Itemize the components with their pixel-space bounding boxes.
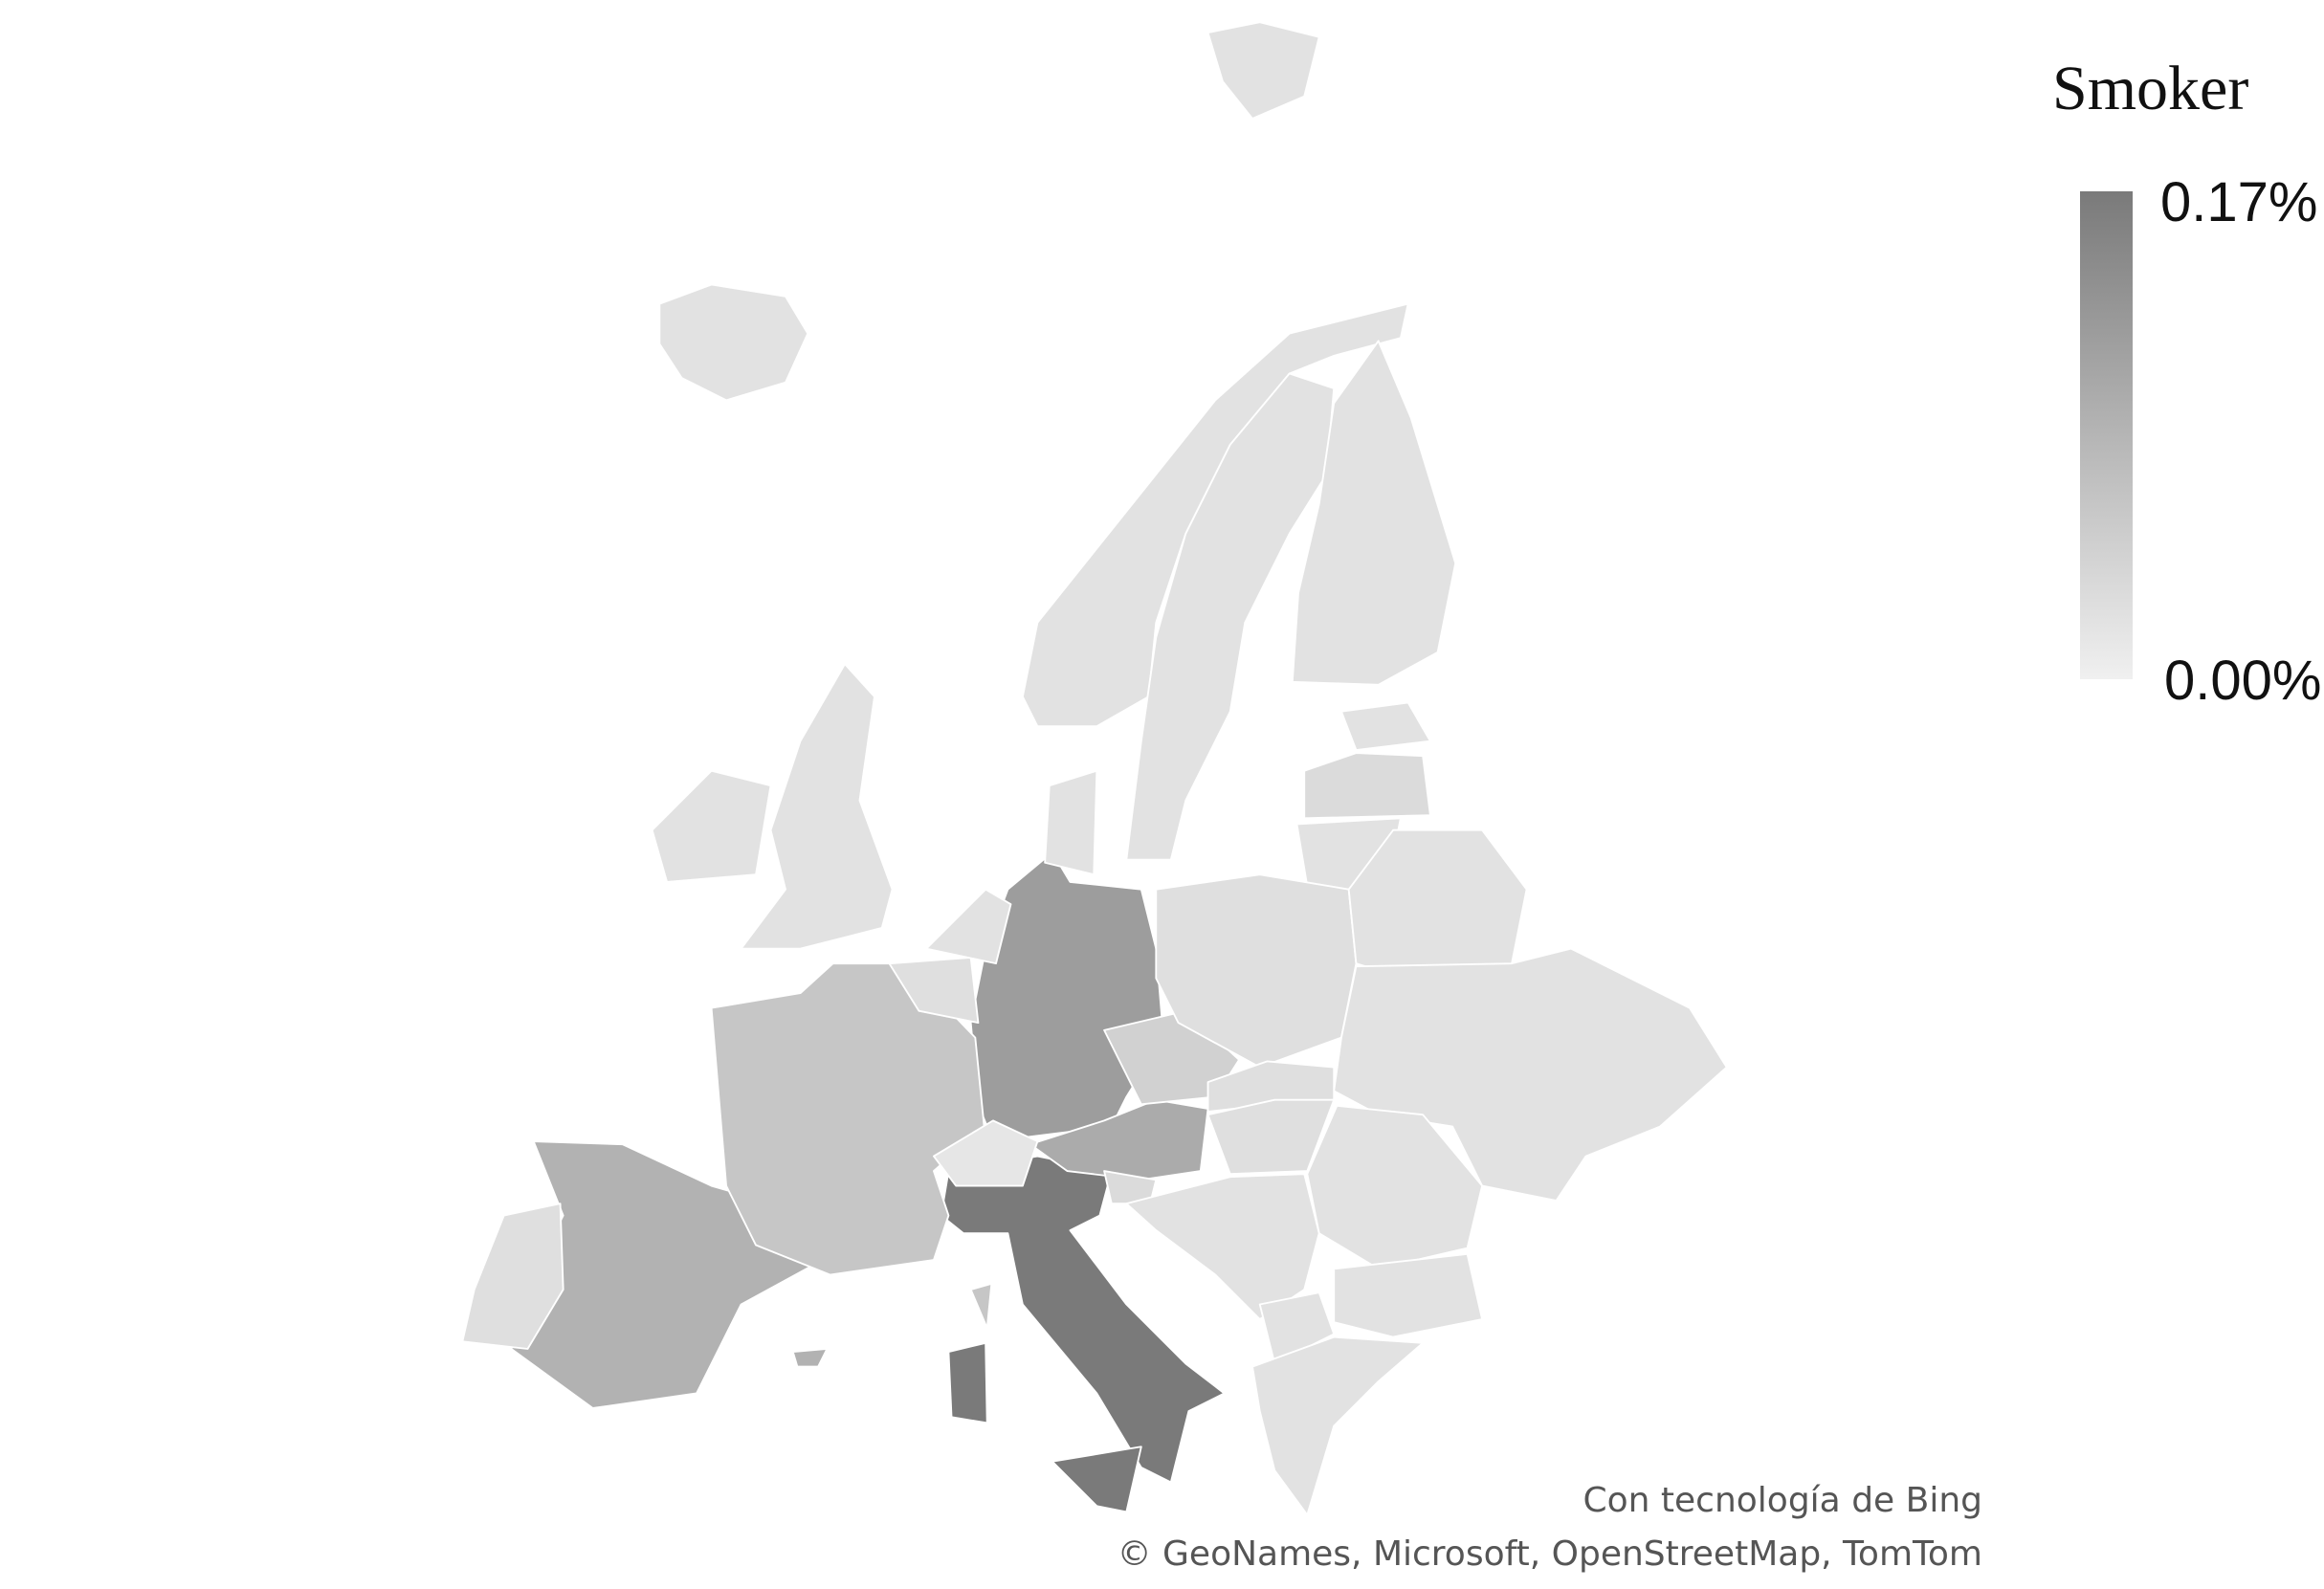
region-hungary bbox=[1206, 1098, 1336, 1176]
legend-max-label: 0.17% bbox=[2160, 171, 2318, 233]
region-belgium bbox=[888, 957, 980, 1025]
region-italy bbox=[1051, 1446, 1142, 1513]
region-western-balkans bbox=[1125, 1173, 1320, 1320]
region-united-kingdom bbox=[740, 663, 894, 950]
region-denmark bbox=[1044, 769, 1098, 876]
legend-gradient-bar bbox=[2080, 191, 2133, 679]
region-greece bbox=[1251, 1335, 1425, 1516]
region-spain bbox=[791, 1348, 829, 1368]
region-romania bbox=[1306, 1104, 1484, 1270]
region-bulgaria bbox=[1333, 1252, 1484, 1338]
region-germany bbox=[969, 850, 1164, 1142]
legend-min-label: 0.00% bbox=[2164, 650, 2322, 712]
region-italy bbox=[940, 1155, 1226, 1484]
region-italy bbox=[947, 1341, 988, 1424]
region-latvia bbox=[1303, 752, 1431, 820]
region-estonia bbox=[1340, 701, 1431, 751]
attribution-bing: Con tecnología de Bing bbox=[1583, 1481, 1982, 1520]
region-france bbox=[969, 1282, 993, 1330]
region-belarus bbox=[1347, 828, 1528, 985]
region-austria bbox=[1029, 1098, 1209, 1181]
region-norway bbox=[1021, 302, 1409, 728]
region-ireland bbox=[651, 769, 772, 883]
region-svalbard bbox=[1206, 21, 1320, 120]
region-iceland bbox=[658, 283, 809, 402]
region-north-balkans-south bbox=[1258, 1291, 1336, 1365]
region-france bbox=[710, 962, 985, 1276]
region-netherlands bbox=[925, 888, 1012, 965]
region-portugal bbox=[461, 1203, 564, 1350]
legend-title: Smoker bbox=[2052, 54, 2249, 123]
region-finland bbox=[1291, 340, 1457, 686]
region-switzerland bbox=[933, 1119, 1039, 1187]
attribution-copyright: © GeoNames, Microsoft, OpenStreetMap, To… bbox=[1117, 1534, 1982, 1574]
